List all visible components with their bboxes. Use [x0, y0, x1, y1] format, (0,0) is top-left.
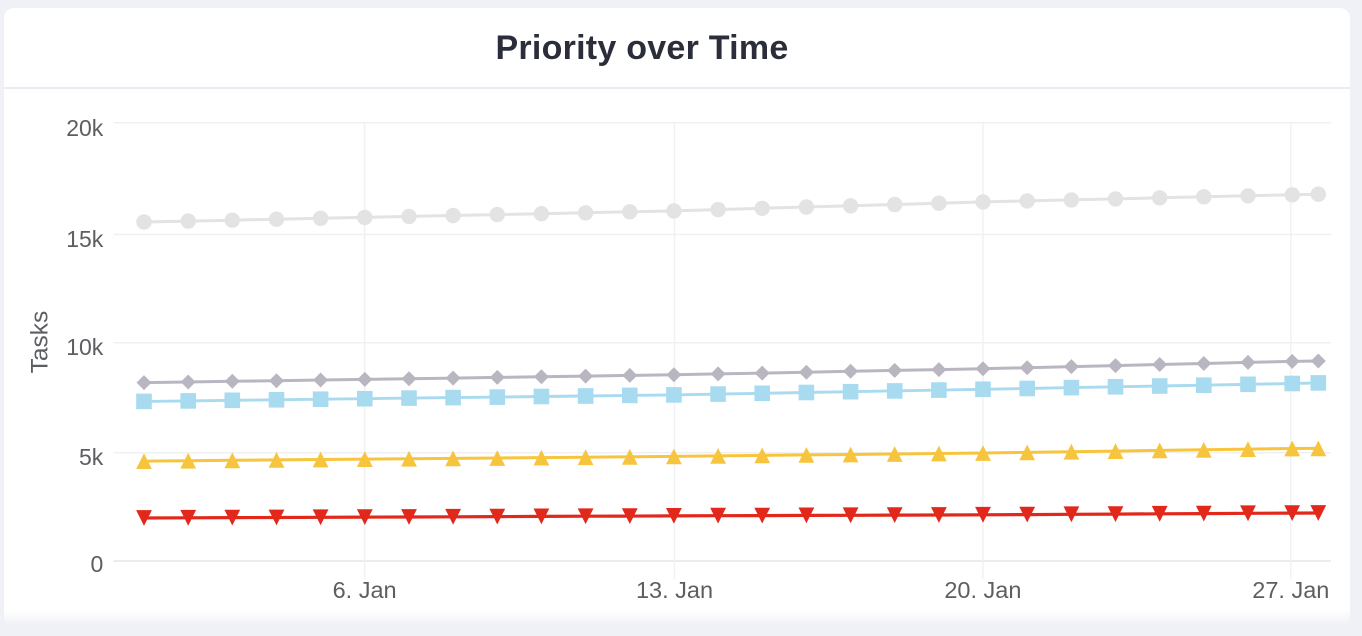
- svg-text:15k: 15k: [66, 226, 104, 252]
- svg-text:Tasks: Tasks: [27, 311, 54, 374]
- svg-text:10k: 10k: [66, 334, 104, 360]
- svg-text:27. Jan: 27. Jan: [1252, 577, 1329, 603]
- svg-text:5k: 5k: [79, 444, 104, 470]
- svg-text:0: 0: [91, 551, 104, 577]
- svg-text:20. Jan: 20. Jan: [944, 577, 1021, 603]
- svg-text:20k: 20k: [66, 115, 104, 141]
- svg-text:13. Jan: 13. Jan: [636, 577, 713, 603]
- svg-text:6. Jan: 6. Jan: [333, 577, 397, 603]
